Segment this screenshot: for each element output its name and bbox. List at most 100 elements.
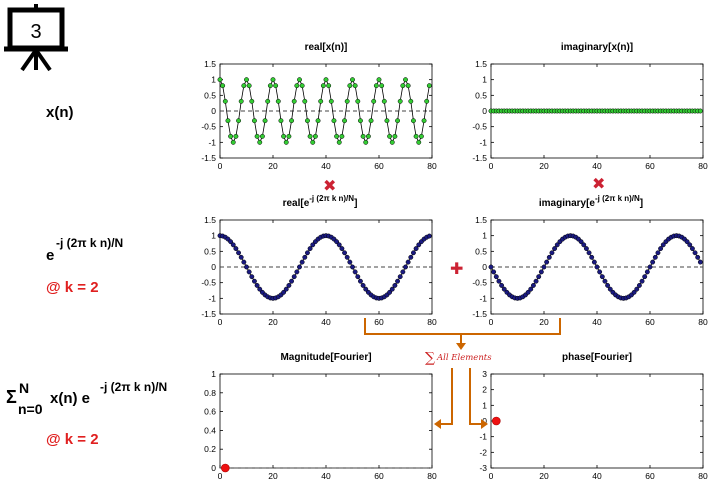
real-x-point	[307, 133, 313, 139]
imag-e-point	[647, 264, 653, 270]
magnitude-xtick-label: 60	[374, 471, 384, 481]
phase-xtick-label: 20	[539, 471, 549, 481]
real-x-point	[373, 83, 379, 89]
imag-x-xtick-label: 60	[645, 161, 655, 171]
real-x-point	[336, 139, 342, 145]
imag-e-point	[549, 250, 555, 256]
imag-e-point	[607, 286, 613, 292]
real-x-point	[347, 83, 353, 89]
imag-e-point	[583, 246, 589, 252]
phase-xtick-label: 60	[645, 471, 655, 481]
phase-ytick-label: 1	[482, 400, 487, 410]
real-e-title-end: ]	[354, 198, 357, 209]
imag-e-point	[644, 269, 650, 275]
multiply-operator-right: ✖	[592, 174, 605, 193]
magnitude-ytick-label: 0.4	[204, 425, 216, 435]
imag-e-title-end: ]	[640, 198, 643, 209]
real-x-point	[384, 118, 390, 124]
phase-ytick-label: -2	[479, 447, 487, 457]
imag-e-point	[602, 278, 608, 284]
imag-e-xtick-label: 60	[645, 317, 655, 327]
imag-e-title-exp: -j (2π k n)/N	[595, 194, 640, 203]
real-e-point	[310, 242, 316, 248]
phase-axes-box	[490, 373, 704, 469]
phase-xtick-label: 40	[592, 471, 602, 481]
real-x-point	[342, 118, 347, 124]
imag-e-point	[491, 269, 497, 275]
real-x-point	[360, 133, 366, 139]
real-x-point	[403, 77, 408, 83]
imag-e-point	[692, 250, 698, 256]
real-x-point	[294, 83, 300, 89]
real-x-ytick-label: -0.5	[201, 122, 216, 132]
real-e-point	[249, 274, 255, 280]
real-x-point	[350, 77, 355, 83]
real-x-point	[400, 83, 406, 89]
real-x-title: real[x(n)]	[305, 42, 348, 53]
real-e-point	[403, 264, 408, 270]
sum-connector	[364, 318, 561, 429]
real-x-point	[267, 83, 273, 89]
real-x-point	[395, 118, 400, 124]
magnitude-axes-box	[219, 373, 433, 469]
magnitude-xtick-label: 80	[427, 471, 437, 481]
real-x-point	[217, 77, 223, 83]
real-x-point	[310, 139, 316, 145]
real-x-point	[278, 118, 284, 124]
real-x-ytick-label: 0	[211, 106, 216, 116]
imag-e-point	[660, 242, 666, 248]
real-x-point	[302, 98, 308, 104]
real-e-point	[344, 254, 350, 260]
real-x-point	[228, 133, 234, 139]
real-x-point	[238, 98, 244, 104]
dft-sum-lower: n=0	[18, 401, 43, 417]
imag-e-point	[589, 254, 595, 260]
real-e-point	[411, 250, 416, 256]
phase-title: phase[Fourier]	[562, 352, 632, 363]
imag-e-point	[639, 278, 645, 284]
real-x-point	[312, 133, 318, 139]
real-e-ytick-label: 0	[211, 262, 216, 272]
real-x-point	[225, 118, 231, 124]
real-x-point	[397, 98, 403, 104]
phase-ytick-label: -3	[479, 463, 487, 473]
real-x-xtick-label: 20	[268, 161, 278, 171]
real-x-chart: real[x(n)]1.510.50-0.5-1-1.50 20 40 60 80	[201, 42, 437, 171]
magnitude-ytick-label: 0.8	[204, 388, 216, 398]
real-e-point	[352, 269, 358, 275]
magnitude-xtick-label: 40	[321, 471, 331, 481]
real-e-point	[347, 259, 353, 265]
add-operator: ✚	[450, 259, 463, 278]
real-x-point	[299, 83, 305, 89]
imag-e-ytick-label: 1	[482, 231, 487, 241]
real-e-point	[236, 250, 242, 256]
real-e-point	[363, 286, 369, 292]
sum-all-elements-text: All Elements	[436, 353, 492, 363]
imag-x-ytick-label: 0.5	[475, 90, 487, 100]
imag-x-ytick-label: 1	[482, 75, 487, 85]
real-x-point	[281, 133, 287, 139]
real-e-ytick-label: 0.5	[204, 246, 216, 256]
real-e-xtick-label: 60	[374, 317, 384, 327]
imag-e-point	[493, 274, 499, 280]
real-e-point	[416, 242, 422, 248]
real-e-point	[392, 282, 398, 288]
real-x-point	[405, 83, 411, 89]
magnitude-chart: Magnitude[Fourier] 1 0.8 0.6 0.4 0.2 00 20 40 60 8…	[204, 352, 437, 481]
real-x-point	[426, 83, 432, 89]
real-x-point	[371, 98, 377, 104]
real-e-point	[241, 259, 247, 265]
imag-e-point	[631, 289, 637, 295]
real-x-point	[352, 83, 358, 89]
real-e-point	[289, 278, 294, 284]
real-x-point	[286, 133, 292, 139]
real-x-point	[376, 77, 382, 83]
real-e-point	[283, 286, 289, 292]
real-x-point	[408, 98, 414, 104]
real-x-point	[291, 98, 297, 104]
signal-label: x(n)	[46, 104, 74, 121]
real-x-point	[334, 133, 340, 139]
real-x-xtick-label: 40	[321, 161, 331, 171]
dft-label-exp: -j (2π k n)/N	[100, 380, 167, 394]
real-e-ytick-label: -0.5	[201, 278, 216, 288]
